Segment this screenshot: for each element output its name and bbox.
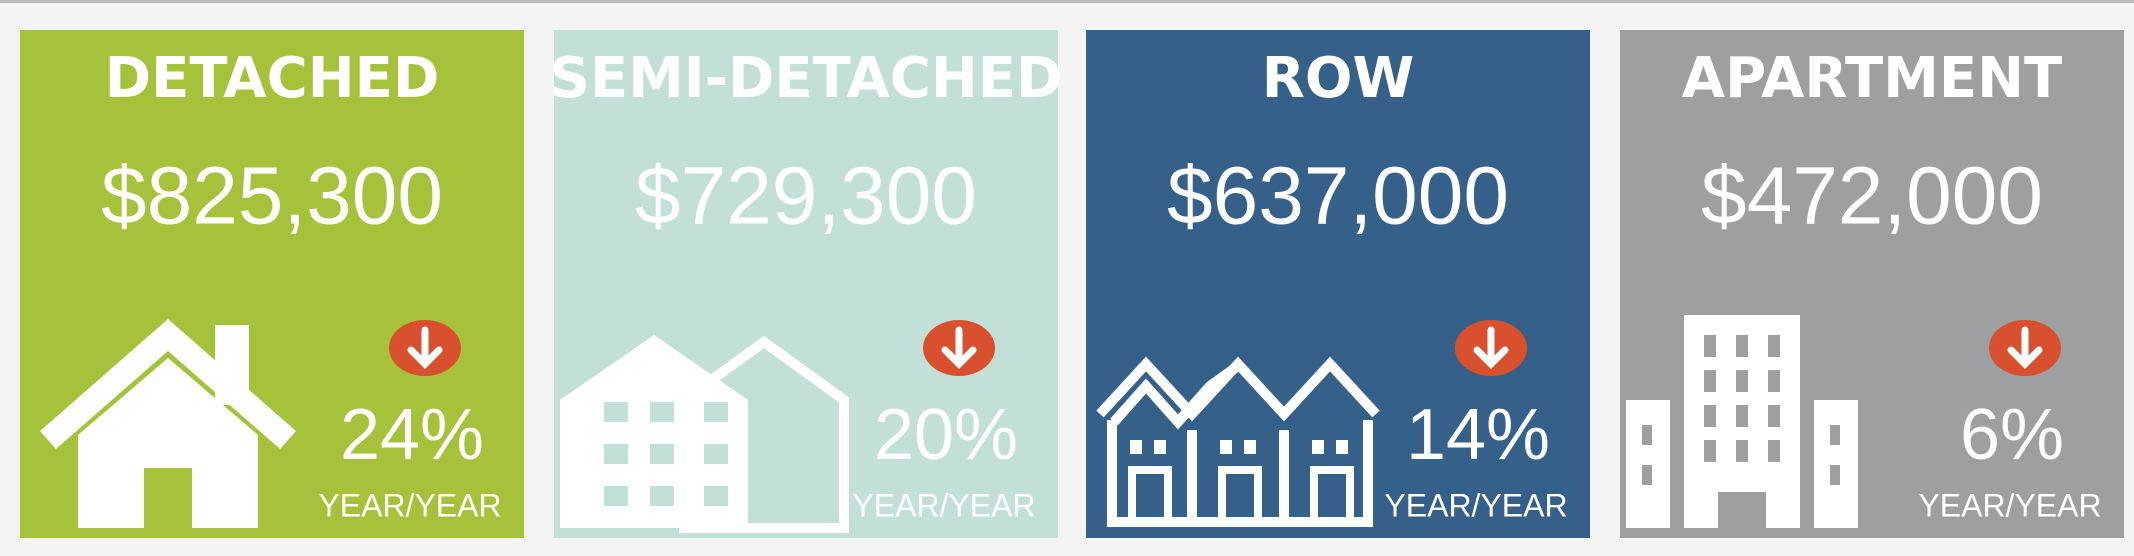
period-label: YEAR/YEAR (1918, 487, 2101, 523)
down-arrow (389, 320, 461, 376)
period-label: YEAR/YEAR (1384, 487, 1567, 523)
price: $825,300 (101, 151, 443, 242)
period-label: YEAR/YEAR (318, 487, 501, 523)
house-icon (40, 319, 296, 528)
top-border (0, 0, 2134, 3)
period-label: YEAR/YEAR (852, 487, 1035, 523)
change-percent: 24% (340, 395, 484, 475)
price: $637,000 (1167, 151, 1509, 242)
change-percent: 6% (1960, 395, 2064, 475)
arrow-glyph (2007, 326, 2043, 369)
apartment-icon (1626, 315, 1858, 528)
card-title: ROW (1262, 46, 1415, 111)
price: $729,300 (635, 151, 977, 242)
change-percent: 20% (874, 395, 1018, 475)
semi-detached-icon (560, 335, 849, 533)
card-title: APARTMENT (1682, 46, 2062, 111)
card: SEMI-DETACHED $729,300 20% YEAR/YEAR (549, 30, 1063, 538)
card: ROW $637,000 14% YEAR/YEAR (1086, 30, 1590, 538)
card-title: DETACHED (105, 46, 440, 111)
down-arrow (1455, 320, 1527, 376)
card-title: SEMI-DETACHED (549, 46, 1062, 111)
arrow-glyph (407, 326, 443, 369)
down-arrow (1989, 320, 2061, 376)
change-percent: 14% (1406, 395, 1550, 475)
arrow-glyph (1473, 326, 1509, 369)
down-arrow (923, 320, 995, 376)
arrow-glyph (941, 326, 977, 369)
price: $472,000 (1701, 151, 2043, 242)
card: DETACHED $825,300 24% YEAR/YEAR (20, 30, 524, 538)
card: APARTMENT $472,000 6% YEAR/YEAR (1620, 30, 2124, 538)
